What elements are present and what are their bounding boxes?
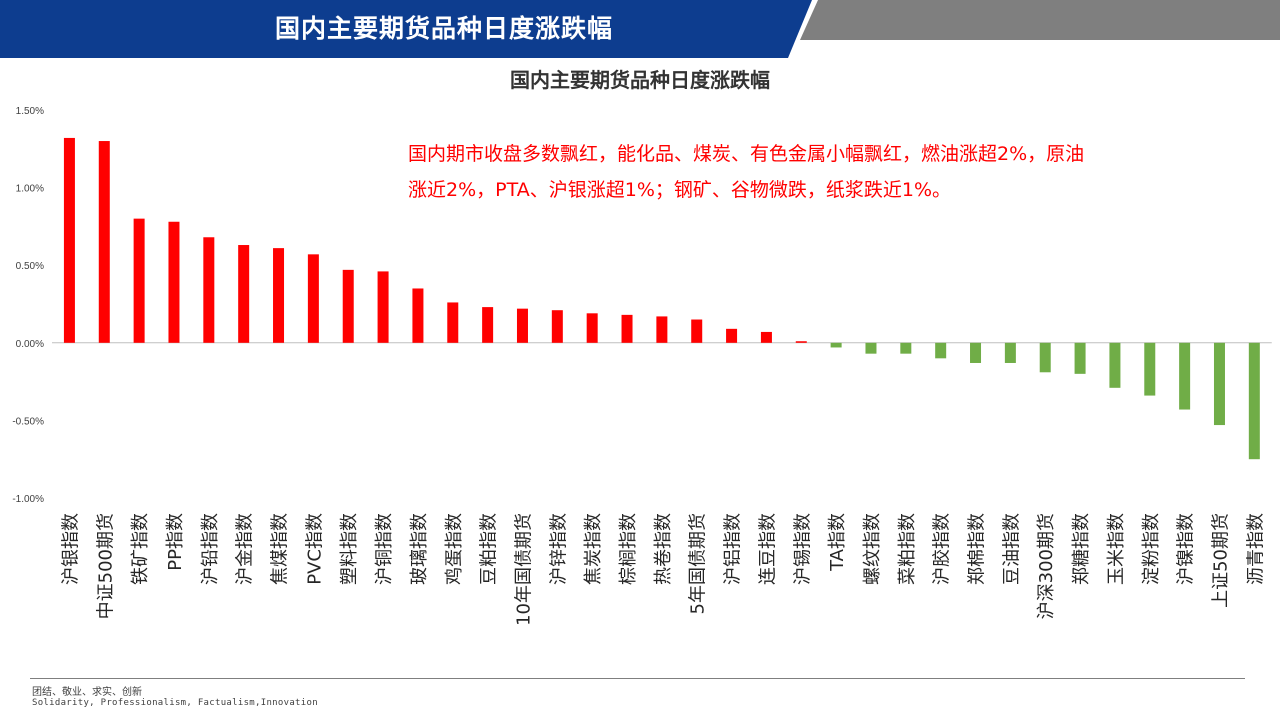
bar <box>342 269 354 343</box>
category-label: 热卷指数 <box>653 513 674 585</box>
footer-divider <box>30 678 1245 679</box>
bar <box>1248 342 1260 460</box>
bar <box>760 331 772 343</box>
bar <box>516 308 528 343</box>
category-label: 豆粕指数 <box>479 513 500 585</box>
category-label: 焦煤指数 <box>270 513 291 585</box>
bar <box>1109 342 1121 388</box>
header-banner <box>0 0 1280 58</box>
bar <box>551 310 563 343</box>
bar <box>1213 342 1225 426</box>
bar <box>447 302 459 343</box>
bar <box>656 316 668 343</box>
category-label: 中证500期货 <box>95 513 116 619</box>
bar <box>203 237 215 343</box>
y-tick-label: 1.50% <box>16 106 44 117</box>
annotation-line-2: 涨近2%，PTA、沪银涨超1%；钢矿、谷物微跌，纸浆跌近1%。 <box>408 179 952 201</box>
bar <box>726 328 738 343</box>
bar <box>238 245 250 343</box>
category-label: 上证50期货 <box>1210 513 1231 608</box>
category-label: TA指数 <box>827 513 848 572</box>
footer-motto-cn: 团结、敬业、求实、创新 <box>32 687 142 698</box>
y-tick-label: -1.00% <box>12 494 44 505</box>
category-label: 塑料指数 <box>339 513 360 585</box>
bar <box>830 342 842 348</box>
category-label: 郑棉指数 <box>967 513 988 585</box>
category-label: PVC指数 <box>304 513 325 585</box>
category-label: 棕榈指数 <box>618 513 639 585</box>
category-label: 淀粉指数 <box>1141 513 1162 585</box>
bar <box>63 137 75 343</box>
bar <box>1039 342 1051 373</box>
category-label: 豆油指数 <box>1001 513 1022 585</box>
category-label: 沪铅指数 <box>200 513 221 585</box>
category-label: 螺纹指数 <box>862 513 883 585</box>
y-tick-label: 0.00% <box>16 339 44 350</box>
category-label: 10年国债期货 <box>513 513 534 626</box>
bar <box>1179 342 1191 410</box>
bar <box>482 307 494 343</box>
category-label: 沪镍指数 <box>1176 513 1197 585</box>
header-title: 国内主要期货品种日度涨跌幅 <box>275 14 614 43</box>
category-label: 铁矿指数 <box>130 513 151 585</box>
bar <box>133 218 145 343</box>
category-label: PP指数 <box>165 513 186 571</box>
bar <box>935 342 947 359</box>
category-label: 沪胶指数 <box>932 513 953 585</box>
category-label: 沪锡指数 <box>792 513 813 585</box>
bar <box>586 313 598 343</box>
bar <box>691 319 703 343</box>
category-label: 郑糖指数 <box>1071 513 1092 585</box>
category-label: 沪金指数 <box>235 513 256 585</box>
category-label: 玉米指数 <box>1106 513 1127 585</box>
bar <box>865 342 877 354</box>
category-label: 沪铜指数 <box>374 513 395 585</box>
y-tick-label: -0.50% <box>12 416 44 427</box>
bar <box>1074 342 1086 374</box>
bar <box>970 342 982 363</box>
chart-title: 国内主要期货品种日度涨跌幅 <box>510 68 770 92</box>
bar <box>1004 342 1016 363</box>
category-label: 沪铝指数 <box>723 513 744 585</box>
annotation-line-1: 国内期市收盘多数飘红，能化品、煤炭、有色金属小幅飘红，燃油涨超2%，原油 <box>408 143 1085 165</box>
category-label: 玻璃指数 <box>409 513 430 585</box>
bar <box>377 271 389 343</box>
bar <box>98 141 110 343</box>
footer-motto-en: Solidarity, Professionalism, Factualism,… <box>32 698 318 708</box>
bar-chart: 1.50% 1.00% 0.50% 0.00% -0.50% -1.00% 沪银指数 中证50… <box>12 106 1272 626</box>
category-label: 沪锌指数 <box>548 513 569 585</box>
bar <box>900 342 912 354</box>
category-label: 沪银指数 <box>60 513 81 585</box>
y-tick-label: 0.50% <box>16 261 44 272</box>
bar <box>1144 342 1156 396</box>
category-label: 鸡蛋指数 <box>444 513 465 585</box>
category-label: 沪深300期货 <box>1036 513 1057 619</box>
header-banner-gray <box>800 0 1280 40</box>
bar <box>795 341 807 343</box>
bar <box>273 248 285 343</box>
bar <box>412 288 424 343</box>
bar <box>307 254 319 343</box>
category-label: 沥青指数 <box>1245 513 1266 585</box>
bar <box>621 314 633 343</box>
bar <box>168 221 180 343</box>
category-label: 5年国债期货 <box>688 513 709 614</box>
header-banner-blue <box>0 0 812 58</box>
y-tick-label: 1.00% <box>16 184 44 195</box>
chart-annotation: 国内期市收盘多数飘红，能化品、煤炭、有色金属小幅飘红，燃油涨超2%，原油 涨近2… <box>408 136 1188 208</box>
category-label: 连豆指数 <box>757 513 778 585</box>
category-label: 焦炭指数 <box>583 513 604 585</box>
category-label: 菜粕指数 <box>897 513 918 585</box>
